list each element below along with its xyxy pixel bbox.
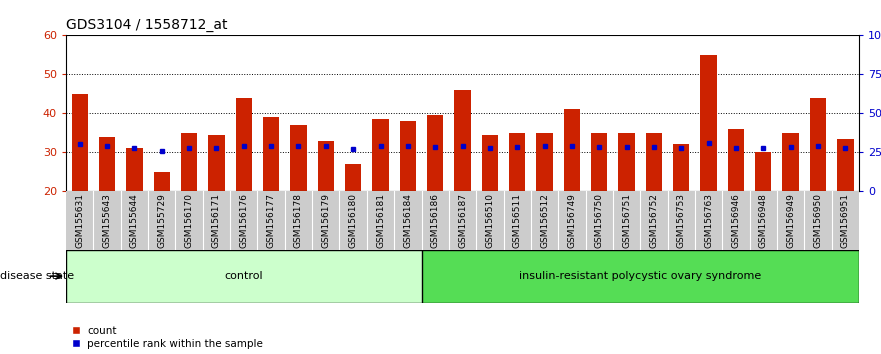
Bar [646, 133, 663, 191]
Text: GSM156753: GSM156753 [677, 193, 685, 248]
Text: GSM156949: GSM156949 [786, 193, 796, 248]
Text: insulin-resistant polycystic ovary syndrome: insulin-resistant polycystic ovary syndr… [519, 271, 761, 281]
Text: GSM156948: GSM156948 [759, 193, 767, 248]
Text: GSM156750: GSM156750 [595, 193, 603, 248]
Text: GSM156184: GSM156184 [403, 193, 412, 248]
Text: GSM156170: GSM156170 [185, 193, 194, 248]
Bar [153, 172, 170, 191]
Bar [427, 115, 443, 191]
Bar [263, 117, 279, 191]
Bar [99, 137, 115, 191]
Bar [126, 148, 143, 191]
Bar [71, 94, 88, 191]
Text: disease state: disease state [0, 271, 74, 281]
Bar [290, 125, 307, 191]
Text: control: control [225, 271, 263, 281]
Bar [782, 133, 799, 191]
Text: GDS3104 / 1558712_at: GDS3104 / 1558712_at [66, 18, 227, 32]
Bar [482, 135, 498, 191]
Bar [673, 144, 690, 191]
Bar [373, 119, 389, 191]
Legend: count, percentile rank within the sample: count, percentile rank within the sample [71, 326, 263, 349]
Text: GSM156187: GSM156187 [458, 193, 467, 248]
Text: GSM155644: GSM155644 [130, 193, 139, 248]
Text: GSM156511: GSM156511 [513, 193, 522, 248]
Text: GSM156176: GSM156176 [240, 193, 248, 248]
Bar [208, 135, 225, 191]
Text: GSM155729: GSM155729 [158, 193, 167, 248]
Bar [235, 98, 252, 191]
Bar [455, 90, 470, 191]
Text: GSM155631: GSM155631 [75, 193, 85, 248]
Text: GSM155643: GSM155643 [102, 193, 112, 248]
Bar [810, 98, 826, 191]
Text: GSM156180: GSM156180 [349, 193, 358, 248]
Text: GSM156946: GSM156946 [731, 193, 740, 248]
Bar [591, 133, 607, 191]
Text: GSM156177: GSM156177 [267, 193, 276, 248]
Text: GSM156179: GSM156179 [322, 193, 330, 248]
Bar [700, 55, 717, 191]
Bar [509, 133, 525, 191]
Bar [537, 133, 552, 191]
Bar [421, 250, 859, 303]
Bar [181, 133, 197, 191]
Bar [345, 164, 361, 191]
Text: GSM156749: GSM156749 [567, 193, 576, 248]
Text: GSM156752: GSM156752 [649, 193, 658, 248]
Bar [564, 109, 580, 191]
Text: GSM156950: GSM156950 [813, 193, 823, 248]
Text: GSM156171: GSM156171 [212, 193, 221, 248]
Text: GSM156186: GSM156186 [431, 193, 440, 248]
Bar [400, 121, 416, 191]
Text: GSM156512: GSM156512 [540, 193, 549, 248]
Text: GSM156751: GSM156751 [622, 193, 631, 248]
Text: GSM156178: GSM156178 [294, 193, 303, 248]
Text: GSM156510: GSM156510 [485, 193, 494, 248]
Text: GSM156181: GSM156181 [376, 193, 385, 248]
Text: GSM156951: GSM156951 [840, 193, 850, 248]
Bar [66, 250, 421, 303]
Text: GSM156763: GSM156763 [704, 193, 713, 248]
Bar [728, 129, 744, 191]
Bar [755, 152, 772, 191]
Bar [837, 138, 854, 191]
Bar [618, 133, 635, 191]
Bar [318, 141, 334, 191]
